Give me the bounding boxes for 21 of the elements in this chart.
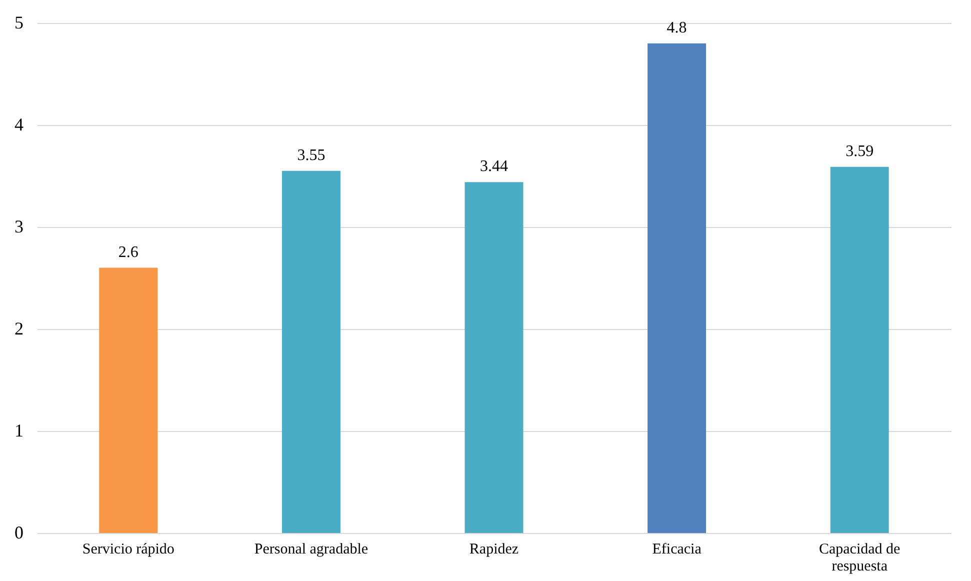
y-tick-label: 5 <box>14 12 24 32</box>
x-tick-label: Capacidad de respuesta <box>818 542 901 574</box>
y-tick-label: 0 <box>14 522 24 542</box>
bar <box>648 43 706 533</box>
x-tick-label: Personal agradable <box>254 542 368 558</box>
bar <box>99 268 158 533</box>
x-tick-label: Eficacia <box>652 542 702 558</box>
y-tick-label: 4 <box>14 114 24 134</box>
data-label: 3.59 <box>846 142 874 160</box>
bar <box>464 182 524 533</box>
y-tick-label: 2 <box>14 318 24 338</box>
y-tick-label: 3 <box>14 216 24 236</box>
x-tick-label: Rapidez <box>469 542 519 558</box>
data-label: 2.6 <box>118 244 138 261</box>
y-tick-label: 1 <box>14 420 24 440</box>
x-tick-label: Servicio rápido <box>82 542 174 558</box>
data-label: 4.8 <box>666 19 687 36</box>
data-label: 3.55 <box>297 146 326 164</box>
data-label: 3.44 <box>480 158 508 176</box>
bar <box>282 170 340 533</box>
bar <box>830 166 889 533</box>
